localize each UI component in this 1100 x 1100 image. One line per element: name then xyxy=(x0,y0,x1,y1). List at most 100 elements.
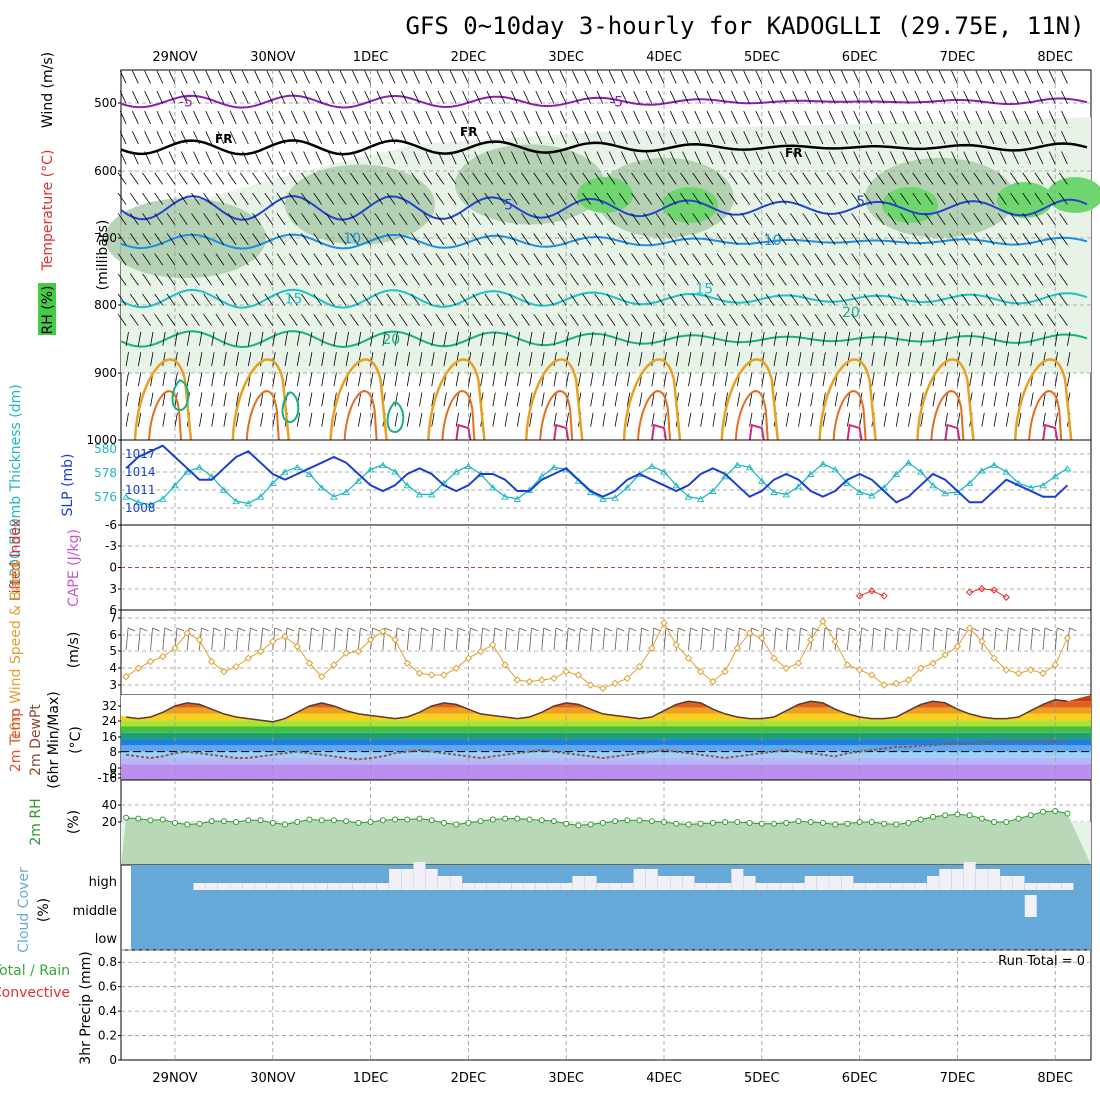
wind-barb xyxy=(321,372,325,387)
wind-barb xyxy=(753,293,763,306)
y-tick-label: 6 xyxy=(109,603,117,617)
wind-barb xyxy=(150,392,154,407)
wind-barb xyxy=(1022,293,1032,306)
wind-barb xyxy=(447,172,457,185)
wind-barb xyxy=(704,253,714,266)
wind-barb xyxy=(498,110,506,124)
wind-barb xyxy=(352,90,359,104)
wind-barb xyxy=(362,253,371,266)
wind-barb xyxy=(125,372,129,387)
wind-barb xyxy=(266,131,274,145)
wind-barb xyxy=(205,151,213,165)
wind-barb xyxy=(700,412,704,427)
wind-barb xyxy=(963,70,970,84)
wind-barb xyxy=(700,352,704,367)
wind-barb xyxy=(877,90,885,104)
rh2m-marker xyxy=(1027,812,1034,819)
y-tick-label: 3 xyxy=(109,678,117,692)
wind-barb xyxy=(315,110,323,124)
wind-barb xyxy=(657,151,665,165)
wind-barb xyxy=(315,131,323,145)
wind-barb xyxy=(117,233,127,246)
wind-barb xyxy=(511,131,518,145)
wind-barb xyxy=(455,412,459,427)
upper-grid xyxy=(121,70,1091,440)
wind-barb xyxy=(785,372,790,387)
wind-barb xyxy=(963,151,970,165)
high-cloud-gap xyxy=(926,876,939,890)
wind-barb xyxy=(559,90,567,104)
wind-barb xyxy=(570,192,579,205)
high-cloud-gap xyxy=(633,869,646,890)
wind-barb xyxy=(908,372,912,387)
y-tick-label: 900 xyxy=(94,366,117,380)
wind-barb xyxy=(1010,253,1019,266)
thickness-marker xyxy=(501,493,509,500)
wind-barb xyxy=(680,233,689,246)
wind-barb xyxy=(578,372,582,387)
y-tick-label: 24 xyxy=(102,714,117,728)
wind-barb xyxy=(572,90,579,104)
isotherm-label: 10 xyxy=(764,233,782,249)
temp-contour-35 xyxy=(651,423,667,441)
high-cloud-gap xyxy=(401,869,414,890)
wind-barb xyxy=(680,253,689,266)
temp-band xyxy=(121,713,1091,721)
wind-barb xyxy=(529,392,533,407)
wind-barb xyxy=(333,372,337,387)
wind-barb xyxy=(211,372,215,387)
wind-barb xyxy=(239,192,249,205)
rh2m-marker xyxy=(587,821,594,828)
wind-barb xyxy=(936,172,946,185)
precip-conv-label: Convective xyxy=(0,985,70,1001)
wind-barb xyxy=(199,372,203,387)
wind-barb xyxy=(508,253,518,266)
wind-barb xyxy=(981,372,985,387)
thickness-marker xyxy=(427,491,436,498)
wind-barb xyxy=(142,293,151,306)
wind-barb xyxy=(851,313,860,326)
rh2m-marker xyxy=(966,812,973,819)
wind10m-marker xyxy=(220,667,228,676)
wind-barb xyxy=(191,233,200,246)
wind-barb xyxy=(374,233,384,246)
wind-barb xyxy=(570,213,579,225)
wind-barb xyxy=(790,233,799,246)
wind-barb xyxy=(154,293,164,306)
wind-barb xyxy=(987,151,995,165)
wind-barb xyxy=(1059,273,1068,286)
wind-barb xyxy=(924,293,934,306)
wind10m-barb xyxy=(223,627,227,651)
wind-barb xyxy=(814,172,824,185)
wind-barb xyxy=(339,90,347,104)
wind10m-marker xyxy=(965,624,974,632)
wind-barb xyxy=(792,151,799,165)
wind-barb xyxy=(239,293,249,306)
wind-barb xyxy=(288,273,298,286)
wind10m-barb xyxy=(969,627,973,651)
rh2m-marker xyxy=(746,819,753,826)
rh2m-marker xyxy=(453,821,460,828)
wind-barb xyxy=(924,233,934,246)
rh2m-marker xyxy=(282,821,289,828)
wind-barb xyxy=(325,233,335,246)
wind-barb xyxy=(900,313,909,326)
thickness-marker xyxy=(916,468,925,475)
high-cloud-gap xyxy=(890,883,903,890)
wind-barb xyxy=(680,293,689,306)
wind-barb xyxy=(596,151,604,165)
wind-barb xyxy=(706,131,714,145)
wind-barb xyxy=(912,213,922,225)
mid-cloud-gap xyxy=(1024,895,1037,917)
date-tick-top: 6DEC xyxy=(842,50,878,65)
thickness-marker xyxy=(464,462,473,470)
wind-barb xyxy=(370,412,374,427)
wind-barb xyxy=(961,172,970,185)
wind-barb xyxy=(741,293,750,306)
thickness-marker xyxy=(183,468,192,475)
wind-barb xyxy=(938,131,946,145)
wind-barb xyxy=(985,192,995,205)
wind-barb xyxy=(309,412,313,427)
wind-barb xyxy=(890,131,897,145)
